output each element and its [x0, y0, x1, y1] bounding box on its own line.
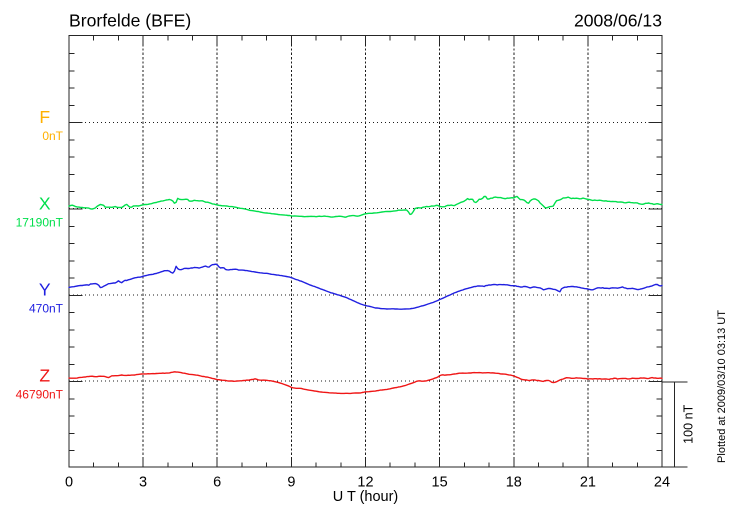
svg-text:18: 18	[506, 475, 522, 491]
svg-text:21: 21	[580, 475, 596, 491]
svg-text:Z: Z	[39, 366, 50, 386]
svg-text:Y: Y	[39, 279, 51, 299]
svg-text:100 nT: 100 nT	[682, 404, 696, 444]
svg-text:0: 0	[65, 475, 73, 491]
svg-text:12: 12	[357, 475, 373, 491]
svg-text:F: F	[39, 107, 50, 127]
svg-text:6: 6	[213, 475, 221, 491]
svg-text:Plotted at 2009/03/10 03:13 UT: Plotted at 2009/03/10 03:13 UT	[716, 310, 728, 463]
svg-text:X: X	[39, 193, 51, 213]
svg-text:3: 3	[139, 475, 147, 491]
svg-text:17190nT: 17190nT	[16, 215, 64, 229]
svg-text:Brorfelde (BFE): Brorfelde (BFE)	[69, 11, 191, 31]
svg-text:470nT: 470nT	[29, 301, 64, 315]
svg-text:15: 15	[432, 475, 448, 491]
svg-text:0nT: 0nT	[42, 129, 63, 143]
svg-text:2008/06/13: 2008/06/13	[574, 11, 662, 31]
svg-text:U T (hour): U T (hour)	[333, 489, 399, 505]
svg-text:9: 9	[287, 475, 295, 491]
svg-text:24: 24	[654, 475, 670, 491]
svg-text:46790nT: 46790nT	[16, 388, 64, 402]
